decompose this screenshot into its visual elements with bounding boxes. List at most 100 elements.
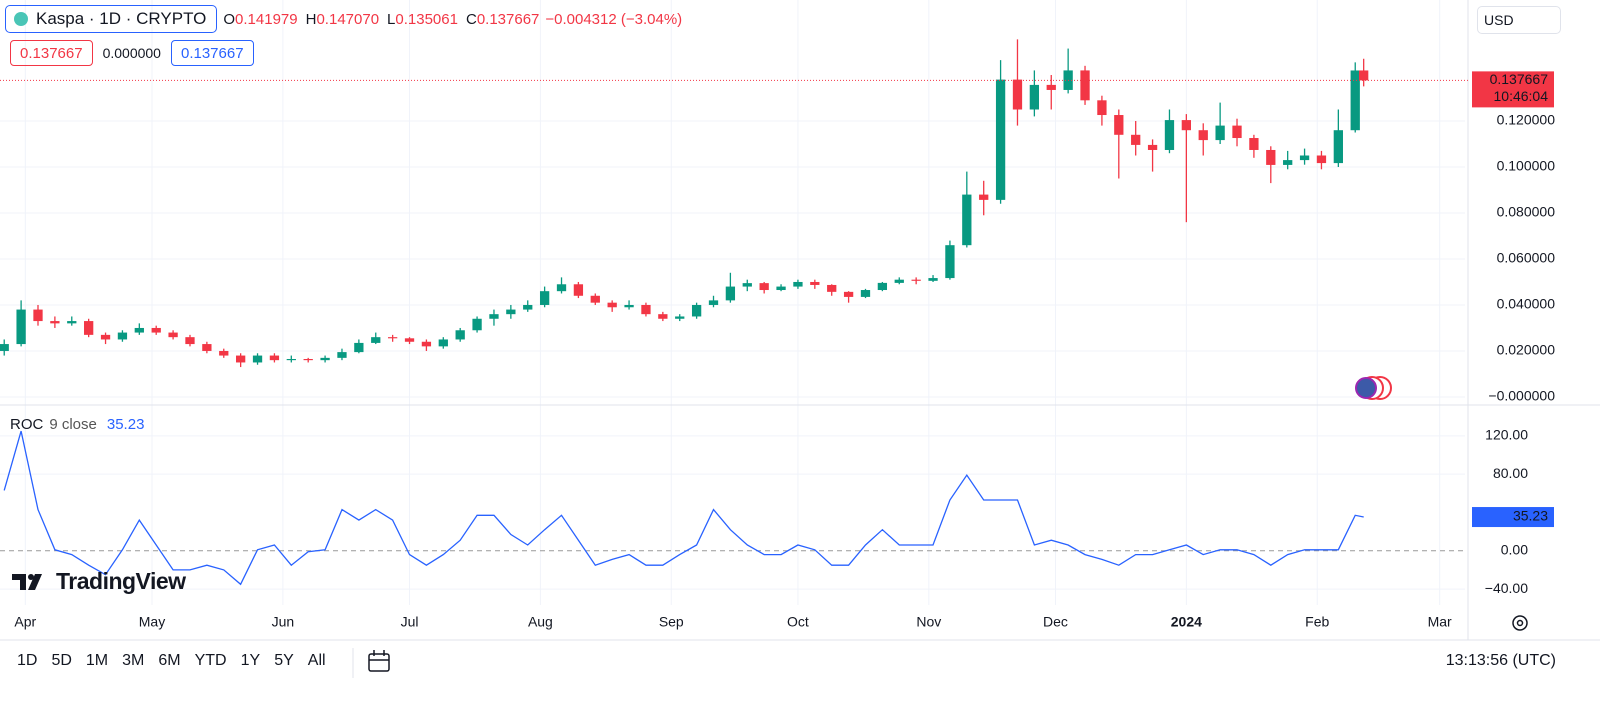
x-tick-label: Jun — [272, 614, 295, 630]
ohlc-value: 0.141979 — [235, 10, 298, 28]
ohlc-legend: O0.141979 H0.147070 L0.135061 C0.137667 — [223, 11, 539, 28]
candle-body — [1359, 70, 1369, 81]
ohlc-value: 0.135061 — [395, 10, 458, 28]
range-button[interactable]: YTD — [194, 652, 227, 669]
range-button[interactable]: 3M — [122, 652, 145, 669]
range-button[interactable]: 1D — [17, 652, 38, 669]
countdown-label: 10:46:04 — [1494, 88, 1549, 104]
clock: 13:13:56 (UTC) — [1445, 652, 1556, 669]
candle-body — [33, 309, 43, 322]
brand-name: TradingView — [56, 568, 186, 594]
range-button[interactable]: 5D — [51, 652, 72, 669]
x-tick-label: Oct — [787, 614, 809, 630]
candle-body — [320, 357, 330, 361]
roc-legend: ROC 9 close 35.23 — [10, 416, 144, 433]
candle-body — [337, 352, 347, 358]
candle-body — [50, 321, 60, 324]
candle-body — [1350, 70, 1360, 131]
buy-button[interactable]: 0.137667 — [170, 40, 254, 66]
roc-tag-label: 35.23 — [1513, 508, 1548, 524]
candle-body — [1046, 84, 1056, 90]
change: −0.004312 (−3.04%) — [545, 10, 683, 28]
candle-body — [1181, 120, 1191, 131]
spread: 0.000000 — [102, 45, 161, 61]
x-tick-label: 2024 — [1171, 614, 1202, 630]
range-button[interactable]: 1M — [85, 652, 109, 669]
candle-body — [1164, 120, 1175, 150]
candle-body — [742, 283, 752, 287]
x-tick-label: Mar — [1428, 614, 1452, 630]
y-tick-label: 0.100000 — [1497, 158, 1556, 174]
roc-params: 9 close — [49, 416, 97, 433]
settings-icon[interactable] — [1512, 615, 1528, 631]
candle-body — [404, 338, 415, 342]
symbol-box[interactable]: Kaspa · 1D · CRYPTO — [5, 5, 218, 33]
sell-button[interactable]: 0.137667 — [10, 40, 93, 66]
range-toolbar: 1D 5D 1M 3M 6M YTD 1Y 5Y All — [17, 652, 326, 670]
candle-body — [1266, 149, 1276, 165]
candle-body — [303, 359, 313, 361]
candle-body — [759, 283, 769, 291]
candle-body — [1029, 84, 1040, 110]
calendar-icon[interactable] — [368, 650, 390, 672]
range-button[interactable]: All — [307, 652, 326, 669]
candle-body — [472, 318, 482, 331]
candle-body — [928, 278, 938, 281]
y-tick-label: 0.080000 — [1497, 204, 1556, 220]
roc-title: ROC — [10, 416, 44, 433]
candle-body — [1198, 130, 1208, 141]
candle-body — [827, 284, 837, 292]
candle-body — [168, 332, 178, 338]
candle-body — [877, 282, 888, 291]
ohlc-item: O0.141979 — [223, 11, 297, 28]
candle-body — [1012, 79, 1023, 110]
candle-body — [911, 279, 921, 281]
grid — [0, 0, 1465, 605]
candle-body — [1147, 144, 1158, 150]
candle-body — [219, 350, 229, 356]
candle-body — [1131, 134, 1141, 145]
candle-body — [658, 314, 668, 319]
y-tick-label: −40.00 — [1485, 580, 1528, 596]
candle-body — [1114, 115, 1124, 135]
candle-body — [84, 321, 94, 335]
candle-body — [995, 79, 1006, 200]
candle-body — [573, 284, 584, 296]
x-tick-label: Feb — [1305, 614, 1329, 630]
y-tick-label: 0.020000 — [1497, 342, 1556, 358]
candle-body — [286, 359, 296, 361]
candle-body — [269, 355, 280, 361]
last-price-tag — [1472, 71, 1554, 108]
candle-body — [725, 286, 736, 301]
candle-body — [1299, 155, 1310, 161]
candle-body — [691, 304, 702, 317]
x-tick-label: Sep — [659, 614, 684, 630]
y-tick-label: 120.00 — [1485, 427, 1528, 443]
range-button[interactable]: 6M — [158, 652, 181, 669]
y-tick-label: 0.00 — [1501, 541, 1528, 557]
candle-body — [539, 291, 550, 305]
currency-button[interactable]: USD — [1477, 6, 1561, 34]
ohlc-label: O — [223, 10, 236, 28]
range-button[interactable]: 1Y — [240, 652, 261, 669]
roc-tag — [1472, 507, 1554, 528]
x-tick-label: Dec — [1043, 614, 1068, 630]
trade-row: 0.137667 0.000000 0.137667 — [10, 40, 254, 66]
ohlc-value: 0.137667 — [476, 10, 540, 28]
candle-body — [1316, 155, 1327, 164]
range-button[interactable]: 5Y — [274, 652, 294, 669]
candle-body — [776, 286, 786, 291]
candle-body — [945, 245, 955, 279]
candle-body — [506, 309, 516, 315]
y-tick-label: 0.120000 — [1497, 112, 1556, 128]
candle-body — [556, 284, 567, 292]
candle-body — [793, 281, 803, 287]
candle-body — [979, 194, 989, 200]
candle-body — [641, 304, 651, 315]
symbol-icon — [14, 12, 28, 26]
ohlc-item: H0.147070 — [306, 11, 379, 28]
last-price-label: 0.137667 — [1490, 71, 1549, 87]
